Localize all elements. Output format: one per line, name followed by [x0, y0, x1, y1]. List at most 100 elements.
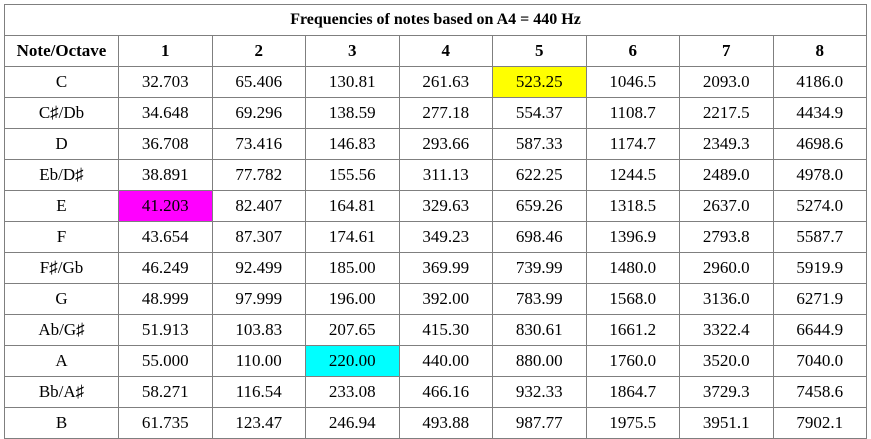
- note-name-cell: B: [4, 407, 119, 439]
- frequency-cell: 7458.6: [772, 376, 867, 408]
- frequency-cell: 277.18: [398, 97, 493, 129]
- table-row: B 61.735 123.47 246.94 493.88 987.77 1975.5 395…: [4, 407, 867, 439]
- table-row: C♯/Db 34.648 69.296 138.59 277.18 554.37 1108.…: [4, 97, 867, 129]
- frequency-cell: 1864.7: [585, 376, 680, 408]
- frequency-cell: 1975.5: [585, 407, 680, 439]
- frequency-cell: 554.37: [492, 97, 587, 129]
- frequency-cell: 4978.0: [772, 159, 867, 191]
- frequency-cell: 155.56: [305, 159, 400, 191]
- frequency-cell: 130.81: [305, 66, 400, 98]
- frequency-cell: 1760.0: [585, 345, 680, 377]
- table-row: Eb/D♯ 38.891 77.782 155.56 311.13 622.25 1244.…: [4, 159, 867, 191]
- frequency-cell: 36.708: [118, 128, 213, 160]
- frequency-cell: 164.81: [305, 190, 400, 222]
- frequency-cell: 2217.5: [679, 97, 774, 129]
- frequency-cell: 38.891: [118, 159, 213, 191]
- frequency-cell: 196.00: [305, 283, 400, 315]
- frequency-cell: 3136.0: [679, 283, 774, 315]
- frequency-cell: 3729.3: [679, 376, 774, 408]
- note-name-cell: F♯/Gb: [4, 252, 119, 284]
- note-name-cell: Eb/D♯: [4, 159, 119, 191]
- table-row: F♯/Gb 46.249 92.499 185.00 369.99 739.99 1480.…: [4, 252, 867, 284]
- frequency-cell: 523.25: [492, 66, 587, 98]
- frequency-cell: 46.249: [118, 252, 213, 284]
- frequency-cell: 880.00: [492, 345, 587, 377]
- frequency-cell: 55.000: [118, 345, 213, 377]
- frequency-cell: 261.63: [398, 66, 493, 98]
- frequency-cell: 1396.9: [585, 221, 680, 253]
- note-name-cell: G: [4, 283, 119, 315]
- table-row: Ab/G♯ 51.913 103.83 207.65 415.30 830.61 1661.…: [4, 314, 867, 346]
- frequency-cell: 2489.0: [679, 159, 774, 191]
- header-octave-7: 7: [679, 35, 774, 67]
- header-octave-1: 1: [118, 35, 213, 67]
- frequency-cell: 1480.0: [585, 252, 680, 284]
- frequency-cell: 2093.0: [679, 66, 774, 98]
- header-note-octave: Note/Octave: [4, 35, 119, 67]
- table-row: Bb/A♯ 58.271 116.54 233.08 466.16 932.33 1864.…: [4, 376, 867, 408]
- frequency-cell: 5919.9: [772, 252, 867, 284]
- frequency-cell: 4434.9: [772, 97, 867, 129]
- note-name-cell: A: [4, 345, 119, 377]
- frequency-cell: 233.08: [305, 376, 400, 408]
- frequency-cell: 43.654: [118, 221, 213, 253]
- table-row: D 36.708 73.416 146.83 293.66 587.33 1174.7 234…: [4, 128, 867, 160]
- frequency-cell: 6644.9: [772, 314, 867, 346]
- table-row: G 48.999 97.999 196.00 392.00 783.99 1568.0 313…: [4, 283, 867, 315]
- frequency-cell: 246.94: [305, 407, 400, 439]
- frequency-cell: 6271.9: [772, 283, 867, 315]
- frequency-cell: 392.00: [398, 283, 493, 315]
- frequency-cell: 2349.3: [679, 128, 774, 160]
- frequency-cell: 5274.0: [772, 190, 867, 222]
- frequency-cell: 1244.5: [585, 159, 680, 191]
- frequency-table-body: Frequencies of notes based on A4 = 440 H…: [4, 4, 867, 439]
- note-name-cell: C: [4, 66, 119, 98]
- frequency-cell: 61.735: [118, 407, 213, 439]
- frequency-cell: 4698.6: [772, 128, 867, 160]
- frequency-cell: 830.61: [492, 314, 587, 346]
- frequency-cell: 293.66: [398, 128, 493, 160]
- table-title: Frequencies of notes based on A4 = 440 H…: [4, 4, 867, 36]
- frequency-cell: 41.203: [118, 190, 213, 222]
- frequency-cell: 349.23: [398, 221, 493, 253]
- frequency-cell: 1661.2: [585, 314, 680, 346]
- frequency-cell: 2960.0: [679, 252, 774, 284]
- frequency-cell: 2637.0: [679, 190, 774, 222]
- frequency-cell: 207.65: [305, 314, 400, 346]
- frequency-cell: 4186.0: [772, 66, 867, 98]
- frequency-cell: 65.406: [211, 66, 306, 98]
- frequency-cell: 1046.5: [585, 66, 680, 98]
- frequency-cell: 622.25: [492, 159, 587, 191]
- frequency-cell: 440.00: [398, 345, 493, 377]
- note-name-cell: C♯/Db: [4, 97, 119, 129]
- frequency-cell: 659.26: [492, 190, 587, 222]
- frequency-cell: 1108.7: [585, 97, 680, 129]
- header-octave-4: 4: [398, 35, 493, 67]
- frequency-cell: 220.00: [305, 345, 400, 377]
- frequency-cell: 32.703: [118, 66, 213, 98]
- frequency-cell: 466.16: [398, 376, 493, 408]
- frequency-cell: 5587.7: [772, 221, 867, 253]
- header-octave-2: 2: [211, 35, 306, 67]
- table-row: A 55.000 110.00 220.00 440.00 880.00 1760.0 352…: [4, 345, 867, 377]
- frequency-cell: 783.99: [492, 283, 587, 315]
- frequency-cell: 92.499: [211, 252, 306, 284]
- frequency-cell: 7040.0: [772, 345, 867, 377]
- header-row: Note/Octave 1 2 3 4 5 6 7 8: [4, 35, 867, 67]
- frequency-cell: 185.00: [305, 252, 400, 284]
- frequency-cell: 116.54: [211, 376, 306, 408]
- frequency-cell: 587.33: [492, 128, 587, 160]
- frequency-cell: 369.99: [398, 252, 493, 284]
- frequency-cell: 2793.8: [679, 221, 774, 253]
- frequency-cell: 110.00: [211, 345, 306, 377]
- frequency-cell: 3951.1: [679, 407, 774, 439]
- frequency-cell: 3322.4: [679, 314, 774, 346]
- frequency-cell: 69.296: [211, 97, 306, 129]
- header-octave-6: 6: [585, 35, 680, 67]
- frequency-cell: 739.99: [492, 252, 587, 284]
- frequency-cell: 51.913: [118, 314, 213, 346]
- frequency-cell: 174.61: [305, 221, 400, 253]
- note-name-cell: F: [4, 221, 119, 253]
- note-name-cell: E: [4, 190, 119, 222]
- frequency-cell: 493.88: [398, 407, 493, 439]
